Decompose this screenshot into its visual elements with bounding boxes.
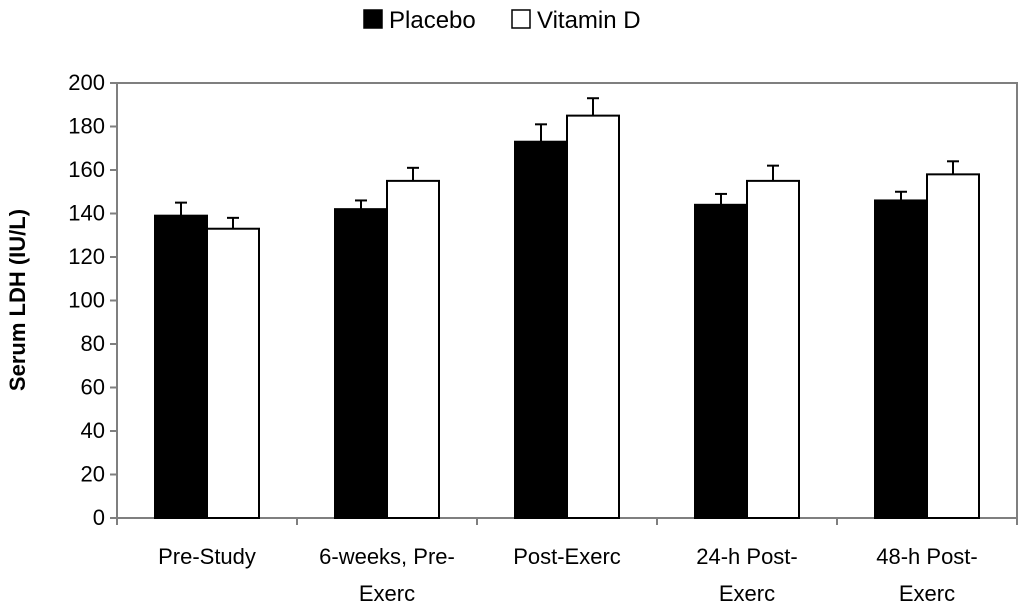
x-category-label: Post-Exerc xyxy=(513,544,621,569)
bar-vitamin-d xyxy=(566,114,620,519)
legend-swatch-vitamin-d xyxy=(511,9,531,29)
x-category-label: 24-h Post- xyxy=(696,544,798,569)
y-tick-label: 140 xyxy=(68,201,105,226)
y-tick-label: 200 xyxy=(68,70,105,95)
y-tick-label: 60 xyxy=(81,375,105,400)
y-tick-label: 20 xyxy=(81,462,105,487)
y-tick-label: 40 xyxy=(81,418,105,443)
legend-label-placebo: Placebo xyxy=(389,7,476,34)
legend: Placebo Vitamin D xyxy=(363,7,641,34)
x-category-label: Pre-Study xyxy=(158,544,256,569)
bar-vitamin-d xyxy=(926,173,980,519)
y-tick-label: 0 xyxy=(93,505,105,530)
bar-placebo xyxy=(874,199,928,519)
x-category-label: Exerc xyxy=(899,581,955,606)
x-category-label: Exerc xyxy=(359,581,415,606)
bar-placebo xyxy=(154,214,208,520)
y-tick-label: 120 xyxy=(68,244,105,269)
x-category-label: Exerc xyxy=(719,581,775,606)
y-tick-label: 80 xyxy=(81,331,105,356)
y-tick-label: 100 xyxy=(68,288,105,313)
bar-vitamin-d xyxy=(386,179,440,519)
x-category-label: 6-weeks, Pre- xyxy=(319,544,455,569)
legend-swatch-placebo xyxy=(363,9,383,29)
bar-vitamin-d xyxy=(206,227,260,519)
bar-vitamin-d xyxy=(746,179,800,519)
y-tick-label: 180 xyxy=(68,114,105,139)
bar-placebo xyxy=(334,208,388,519)
bar-placebo xyxy=(694,203,748,520)
y-axis-title: Serum LDH (IU/L) xyxy=(5,209,30,391)
plot-area: 0 20 40 60 80 100 120 140 160 180 200 Pre-Study 6-we… xyxy=(68,70,1018,606)
bar-placebo xyxy=(514,140,568,519)
y-tick-label: 160 xyxy=(68,157,105,182)
legend-label-vitamin-d: Vitamin D xyxy=(537,7,641,34)
x-category-label: 48-h Post- xyxy=(876,544,978,569)
